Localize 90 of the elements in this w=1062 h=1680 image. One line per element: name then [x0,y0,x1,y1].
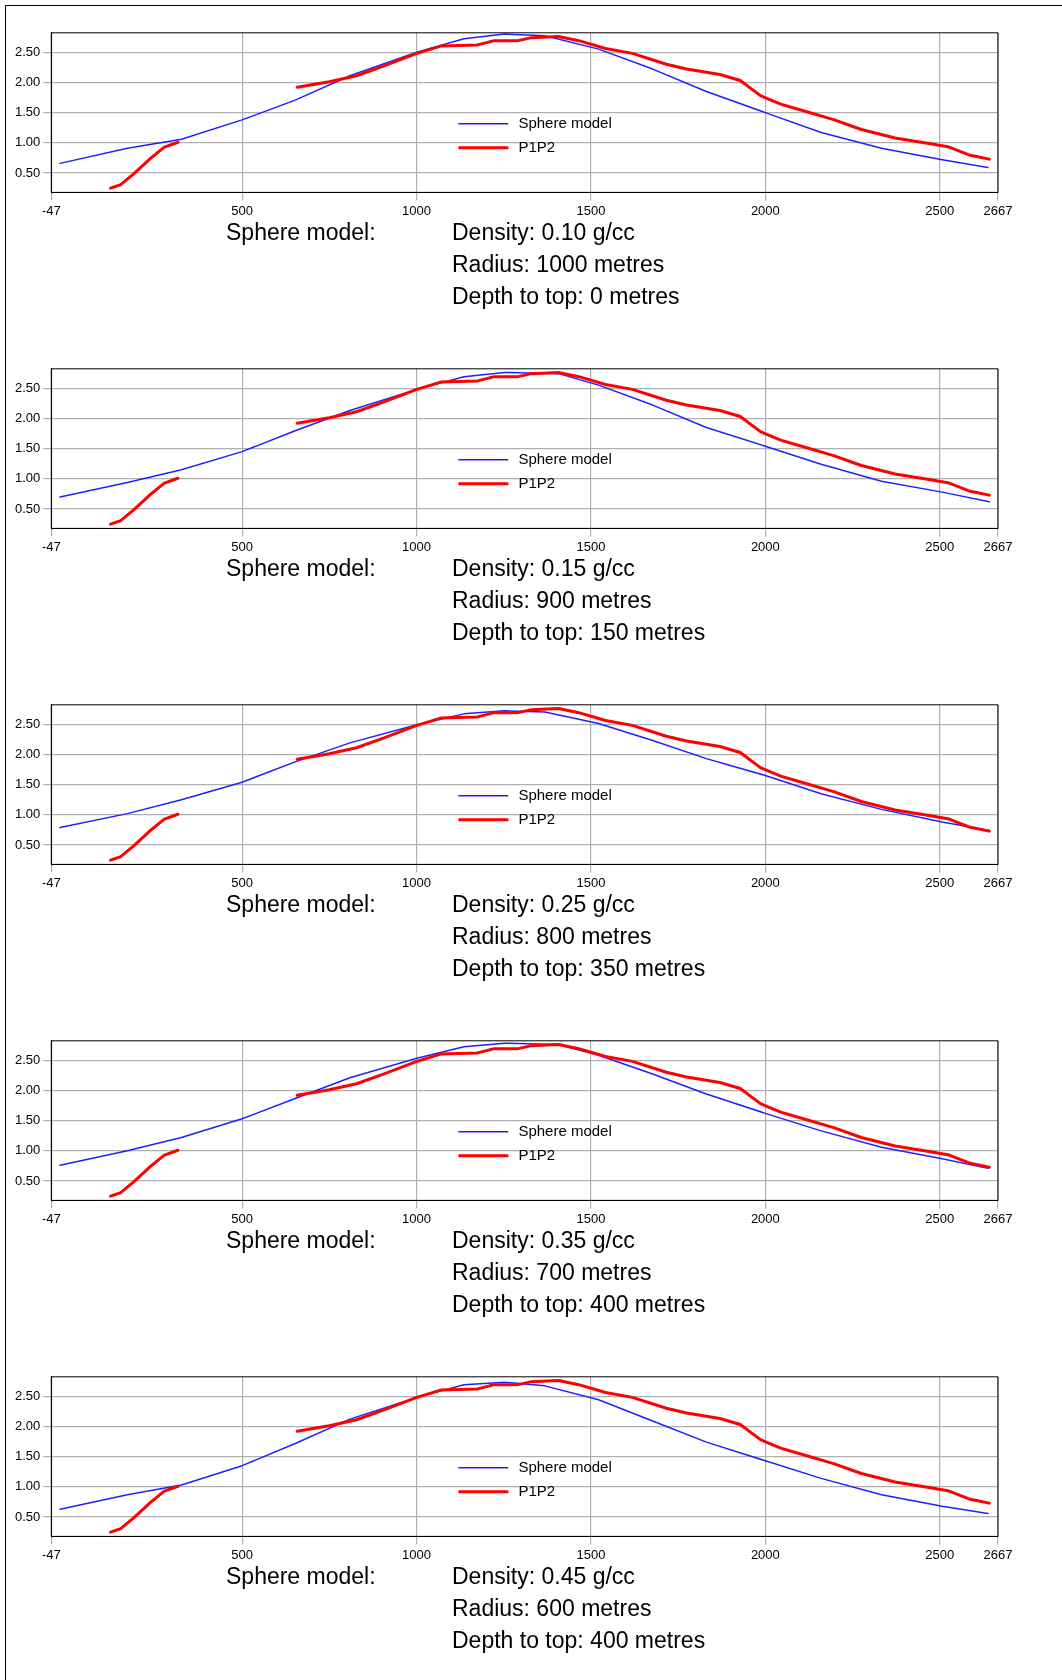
x-tick-label: 2000 [750,538,780,554]
y-tick-label: 1.50 [14,1448,41,1464]
x-tick-label: 1500 [576,202,606,218]
x-tick-label: 1500 [576,538,606,554]
text: Radius: 900 metres [452,586,652,615]
x-tick-label: 2667 [983,1546,1013,1562]
y-tick-label: 2.50 [14,1387,41,1403]
y-tick-label: 1.00 [14,134,41,150]
legend-label: Sphere model [518,113,612,131]
x-tick-label: -47 [41,202,61,218]
x-tick-label: 2667 [983,1210,1013,1226]
text: Sphere model: [226,218,376,247]
text: Depth to top: 400 metres [452,1626,706,1655]
y-tick-label: 1.00 [14,1142,41,1158]
y-tick-label: 0.50 [14,1508,41,1524]
y-tick-label: 1.50 [14,1112,41,1128]
text: Density: 0.15 g/cc [452,554,635,583]
legend-label: P1P2 [518,809,556,827]
text: Sphere model: [226,1226,376,1255]
text: Sphere model: [226,1562,376,1591]
text: Depth to top: 400 metres [452,1290,706,1319]
legend-label: Sphere model [518,1457,612,1475]
x-tick-label: 1000 [402,874,431,890]
legend-label: Sphere model [518,785,612,803]
x-tick-label: 2500 [925,538,955,554]
text: Depth to top: 0 metres [452,282,680,311]
y-tick-label: 2.50 [14,715,41,731]
x-tick-label: 2000 [750,874,780,890]
text: Sphere model: [226,890,376,919]
y-tick-label: 2.00 [14,409,41,425]
y-tick-label: 2.00 [14,1081,41,1097]
x-tick-label: 2000 [750,202,780,218]
y-tick-label: 1.50 [14,776,41,792]
x-tick-label: 2000 [750,1546,780,1562]
y-tick-label: 2.00 [14,1417,41,1433]
legend-label: P1P2 [518,137,556,155]
x-tick-label: 1000 [402,538,431,554]
x-tick-label: 1500 [576,874,606,890]
legend-label: P1P2 [518,1145,556,1163]
y-tick-label: 2.50 [14,43,41,59]
x-tick-label: 1000 [402,1546,431,1562]
y-tick-label: 0.50 [14,1172,41,1188]
text: Density: 0.45 g/cc [452,1562,635,1591]
y-tick-label: 1.00 [14,470,41,486]
x-tick-label: 500 [231,202,253,218]
x-tick-label: -47 [41,874,61,890]
text: Sphere model: [226,554,376,583]
y-tick-label: 2.50 [14,379,41,395]
text: Radius: 600 metres [452,1594,652,1623]
x-tick-label: -47 [41,538,61,554]
text: Radius: 700 metres [452,1258,652,1287]
x-tick-label: 1500 [576,1546,606,1562]
y-tick-label: 2.00 [14,73,41,89]
x-tick-label: 500 [231,1210,253,1226]
text: Density: 0.35 g/cc [452,1226,635,1255]
legend-label: P1P2 [518,1481,556,1499]
text: Density: 0.25 g/cc [452,890,635,919]
legend-label: Sphere model [518,1121,612,1139]
y-tick-label: 1.00 [14,806,41,822]
x-tick-label: 2667 [983,202,1013,218]
legend-label: P1P2 [518,473,556,491]
x-tick-label: 2667 [983,874,1013,890]
x-tick-label: -47 [41,1210,61,1226]
y-tick-label: 1.50 [14,104,41,120]
x-tick-label: 1500 [576,1210,606,1226]
text: Depth to top: 350 metres [452,954,706,983]
x-tick-label: 2500 [925,1210,955,1226]
x-tick-label: 2000 [750,1210,780,1226]
y-tick-label: 1.50 [14,440,41,456]
x-tick-label: -47 [41,1546,61,1562]
y-tick-label: 2.50 [14,1051,41,1067]
x-tick-label: 2667 [983,538,1013,554]
x-tick-label: 500 [231,1546,253,1562]
y-tick-label: 1.00 [14,1478,41,1494]
text: Depth to top: 150 metres [452,618,706,647]
x-tick-label: 2500 [925,202,955,218]
text: Radius: 1000 metres [452,250,665,279]
y-tick-label: 0.50 [14,164,41,180]
x-tick-label: 1000 [402,1210,431,1226]
x-tick-label: 2500 [925,874,955,890]
x-tick-label: 1000 [402,202,431,218]
y-tick-label: 0.50 [14,836,41,852]
legend-label: Sphere model [518,449,612,467]
x-tick-label: 500 [231,874,253,890]
x-tick-label: 500 [231,538,253,554]
y-tick-label: 0.50 [14,500,41,516]
y-tick-label: 2.00 [14,745,41,761]
text: Radius: 800 metres [452,922,652,951]
x-tick-label: 2500 [925,1546,955,1562]
text: Density: 0.10 g/cc [452,218,635,247]
